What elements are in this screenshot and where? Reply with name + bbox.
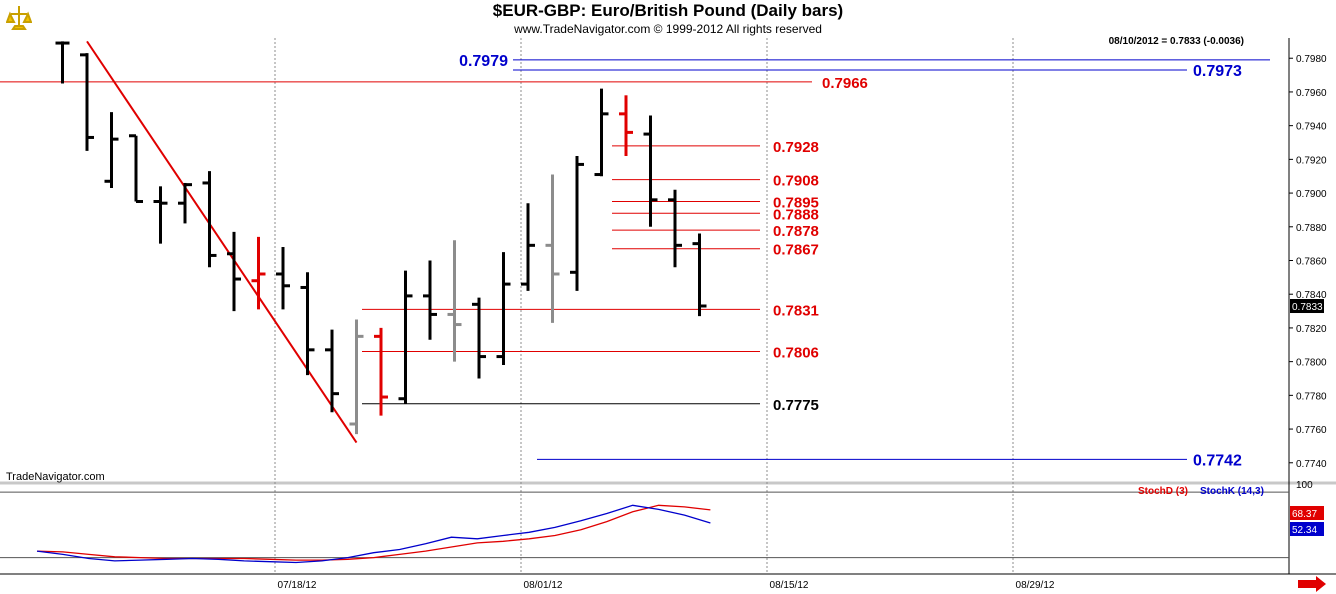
stoch-series-line [36, 504, 711, 561]
level-label: 0.7895 [773, 195, 819, 212]
y-tick-label: 0.7820 [1296, 324, 1327, 335]
level-label: 0.7966 [822, 75, 868, 92]
price-bar [202, 171, 217, 268]
level-label: 0.7831 [773, 302, 819, 319]
trade-navigator-logo-icon [6, 6, 32, 30]
chart-title: $EUR-GBP: Euro/British Pound (Daily bars… [492, 1, 844, 20]
scroll-right-arrow-icon[interactable] [1298, 576, 1326, 592]
price-bar [374, 327, 388, 416]
stoch-value-label: 68.37 [1292, 509, 1317, 520]
x-tick-label: 08/01/12 [524, 580, 563, 591]
last-price-label: 0.7833 [1292, 302, 1323, 313]
price-bar [643, 115, 658, 227]
y-tick-label: 0.7980 [1296, 54, 1327, 65]
level-label: 0.7888 [773, 206, 819, 223]
level-label: 0.7742 [1193, 452, 1242, 469]
copyright-line: www.TradeNavigator.com © 1999-2012 All r… [514, 22, 822, 36]
level-label: 0.7867 [773, 242, 819, 259]
legend-stochd: StochD (3) [1138, 486, 1188, 497]
y-tick-label: 0.7900 [1296, 189, 1327, 200]
price-bar [668, 189, 682, 268]
last-price-info: 08/10/2012 = 0.7833 (-0.0036) [1108, 36, 1244, 47]
price-bar [325, 329, 339, 413]
stoch-value-label: 52.34 [1292, 525, 1317, 536]
x-tick-label: 08/15/12 [770, 580, 809, 591]
price-bar [472, 297, 486, 379]
price-bar [619, 95, 633, 156]
level-label: 0.7908 [773, 173, 819, 190]
trend-line [86, 40, 358, 444]
price-bar [496, 252, 511, 366]
y-tick-label: 0.7920 [1296, 155, 1327, 166]
y-tick-label: 0.7760 [1296, 425, 1327, 436]
level-label: 0.7775 [773, 397, 819, 414]
level-label: 0.7979 [459, 53, 508, 70]
stoch-series-line [36, 504, 711, 564]
price-bar [570, 155, 584, 291]
brand-label: TradeNavigator.com [6, 471, 105, 483]
y-tick-label: 0.7800 [1296, 358, 1327, 369]
price-bar [300, 272, 315, 376]
price-bar [227, 231, 241, 312]
level-label: 0.7878 [773, 223, 819, 240]
level-label: 0.7806 [773, 345, 819, 362]
price-bar [80, 53, 94, 151]
y-tick-label: 0.7880 [1296, 223, 1327, 234]
price-bar [545, 174, 560, 323]
stoch-value-marker [1290, 522, 1324, 536]
price-bar [104, 112, 119, 189]
price-bar [521, 203, 535, 291]
price-bar [594, 88, 609, 177]
x-tick-label: 07/18/12 [278, 580, 317, 591]
price-bar [398, 270, 413, 404]
y-tick-label: 0.7860 [1296, 257, 1327, 268]
price-bar [178, 182, 192, 224]
price-bar [349, 319, 364, 435]
price-bar [251, 236, 266, 310]
legend-stochk: StochK (14,3) [1200, 486, 1264, 497]
last-price-marker [1290, 299, 1324, 314]
stoch-value-marker [1290, 506, 1324, 520]
y-tick-label: 0.7960 [1296, 88, 1327, 99]
price-bar [55, 41, 70, 84]
y-tick-label: 0.7940 [1296, 122, 1327, 133]
price-bar [447, 240, 462, 362]
price-bar [129, 134, 143, 204]
price-bar [276, 247, 290, 310]
price-bar [692, 233, 707, 317]
stoch-tick-label: 100 [1296, 480, 1313, 491]
level-label: 0.7973 [1193, 63, 1242, 80]
y-tick-label: 0.7840 [1296, 290, 1327, 301]
price-bar [423, 260, 437, 340]
y-tick-label: 0.7740 [1296, 459, 1327, 470]
price-bar [153, 186, 168, 244]
y-tick-label: 0.7780 [1296, 391, 1327, 402]
level-label: 0.7928 [773, 139, 819, 156]
x-tick-label: 08/29/12 [1016, 580, 1055, 591]
